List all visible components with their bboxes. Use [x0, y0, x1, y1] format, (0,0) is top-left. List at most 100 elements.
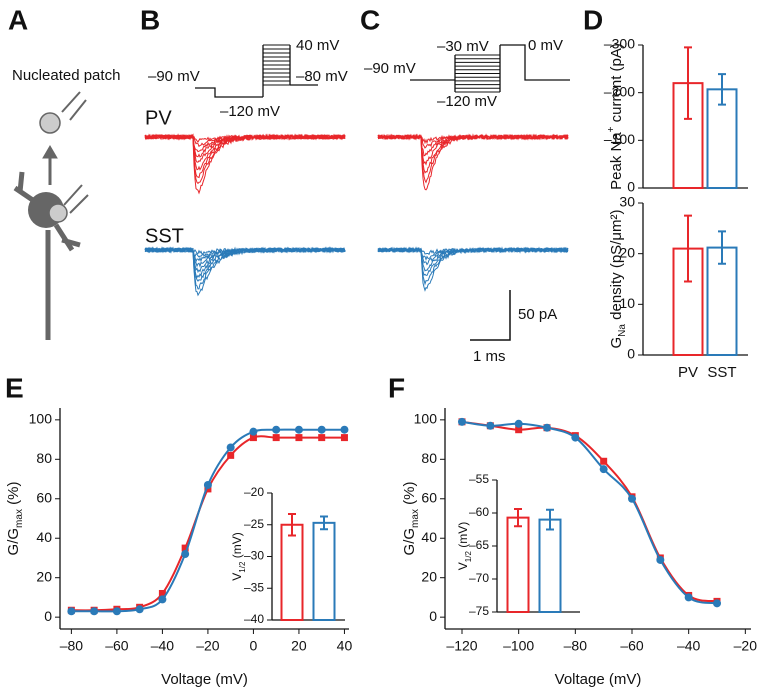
protocol-label: 0 mV [528, 37, 563, 54]
protocol-label: –120 mV [220, 103, 280, 120]
error-bar [718, 230, 726, 265]
scale-label: 1 ms [473, 348, 506, 365]
patch [39, 112, 61, 134]
dendrites [13, 171, 81, 340]
x-tick-label: –60 [105, 638, 129, 654]
protocol-label: –90 mV [364, 60, 416, 77]
x-tick-label: SST [707, 364, 736, 381]
y-axis-label-part: Peak Na [608, 132, 625, 190]
y-tick-label: –20 [244, 485, 264, 499]
pipette [63, 184, 89, 214]
protocol-label: –120 mV [437, 93, 497, 110]
y-tick-label: 60 [421, 489, 437, 505]
current-trace [144, 133, 346, 195]
y-tick-label: –40 [244, 612, 264, 626]
data-point [249, 434, 257, 442]
scale-bar [470, 290, 511, 341]
data-point [295, 434, 303, 442]
y-axis-label-part: G/G [401, 528, 418, 556]
y-tick-label: –75 [469, 604, 489, 618]
patch-label: Nucleated patch [12, 67, 120, 84]
y-axis-label: V1/2 (mV) [456, 522, 472, 570]
y-axis-label-part: G [608, 337, 625, 349]
y-tick-label: –25 [244, 517, 264, 531]
data-point [514, 419, 523, 428]
x-tick-label: –120 [446, 638, 477, 654]
y-axis-label: Peak Na+ current (pA) [606, 43, 625, 190]
data-point [272, 425, 281, 434]
data-point [571, 433, 580, 442]
protocol-label: –30 mV [437, 38, 489, 55]
data-point [599, 465, 608, 474]
x-axis-label: Voltage (mV) [161, 671, 248, 688]
patch-on-cell [48, 203, 68, 223]
data-point [713, 599, 721, 608]
scale-label: 50 pA [518, 306, 557, 323]
data-point [158, 595, 167, 604]
y-tick-label: 0 [44, 608, 52, 624]
data-point [158, 589, 166, 597]
y-axis-label-part: 1/2 [238, 561, 247, 573]
y-axis-label-part: (%) [5, 482, 22, 510]
current-trace [377, 246, 569, 292]
error-bar [684, 214, 692, 283]
y-tick-label: 100 [29, 411, 53, 427]
y-tick-label: 100 [414, 411, 438, 427]
y-tick-label: –65 [469, 538, 489, 552]
data-point [294, 425, 303, 434]
data-point [272, 434, 280, 442]
y-axis-label-part: max [410, 509, 421, 528]
error-bar [718, 73, 726, 106]
x-tick-label: –60 [620, 638, 644, 654]
panel-letter: F [388, 372, 405, 403]
y-axis-label-part: V [456, 562, 470, 570]
y-tick-label: 30 [619, 194, 635, 210]
data-point [90, 607, 99, 616]
data-point [515, 426, 523, 434]
panel-letter: B [140, 4, 160, 35]
y-axis-label-part: current (pA) [608, 43, 625, 126]
current-traces [144, 133, 569, 297]
y-tick-label: –35 [244, 580, 264, 594]
panel-letter: A [8, 4, 28, 35]
x-tick-label: –40 [151, 638, 175, 654]
y-axis-label-part: + [606, 126, 617, 132]
y-axis-label-part: (mV) [456, 522, 470, 551]
protocol-b [195, 44, 318, 98]
y-axis-label-part: V [230, 573, 244, 581]
protocol-label: –90 mV [148, 68, 200, 85]
y-tick-label: –200 [604, 83, 635, 99]
y-tick-label: 20 [421, 568, 437, 584]
panel-letter: E [5, 372, 24, 403]
y-tick-label: 60 [36, 489, 52, 505]
fit-curve [461, 420, 718, 605]
y-axis-label: GNa density (pS/μm²) [608, 210, 628, 349]
x-tick-label: –80 [60, 638, 84, 654]
error-bar [320, 515, 328, 531]
protocol-line [262, 45, 291, 97]
data-point [340, 434, 348, 442]
pipette [61, 91, 87, 121]
y-tick-label: 0 [627, 346, 635, 362]
data-point [543, 423, 551, 432]
fit-curve [461, 420, 718, 603]
error-bar [546, 508, 554, 531]
current-trace [377, 133, 569, 191]
protocol-label: 40 mV [296, 37, 339, 54]
protocol-line [454, 45, 501, 92]
data-point [67, 607, 76, 616]
y-tick-label: –70 [469, 571, 489, 585]
data-point [684, 593, 693, 602]
error-bar [288, 512, 296, 537]
data-point [226, 443, 235, 452]
x-tick-label: 0 [250, 638, 258, 654]
y-tick-label: –300 [604, 36, 635, 52]
data-point [317, 425, 326, 434]
panel-letter: D [583, 4, 603, 35]
error-bar [684, 46, 692, 120]
y-tick-label: –55 [469, 472, 489, 486]
x-tick-label: –40 [677, 638, 701, 654]
data-point [135, 605, 144, 614]
